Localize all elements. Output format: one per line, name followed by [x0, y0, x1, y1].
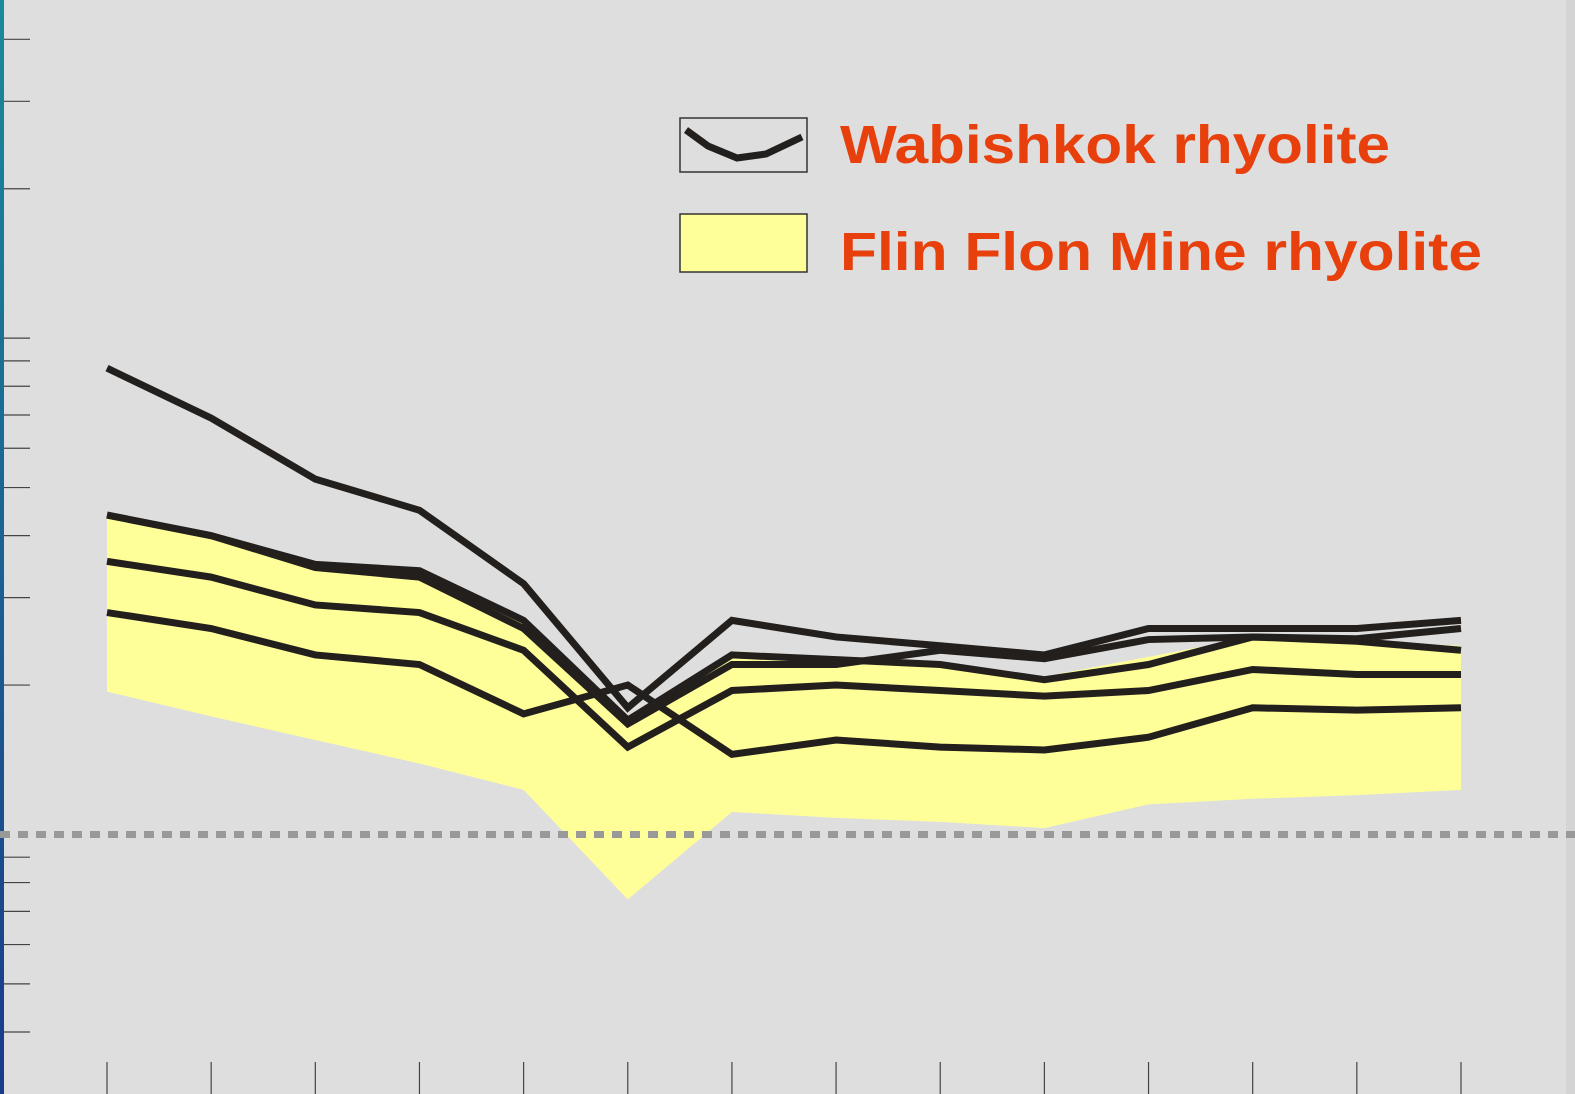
sample-line: [106, 609, 1462, 759]
legend-label: Wabishkok rhyolite: [840, 115, 1390, 175]
sample-line: [106, 511, 1462, 729]
sample-line: [105, 364, 1462, 713]
legend-band-symbol: [679, 213, 808, 273]
sample-line: [106, 511, 1462, 725]
legend-line-symbol: [683, 127, 804, 162]
sample-line: [106, 557, 1461, 752]
right-edge: [1566, 0, 1575, 1094]
slide-edge: [0, 0, 4, 1094]
plot-area: [0, 38, 1575, 1094]
legend-label: Flin Flon Mine rhyolite: [840, 222, 1482, 282]
legend: Wabishkok rhyolite Flin Flon Mine rhyoli…: [679, 115, 1482, 282]
legend-line-box: [679, 117, 808, 173]
range-band: [107, 515, 1461, 900]
